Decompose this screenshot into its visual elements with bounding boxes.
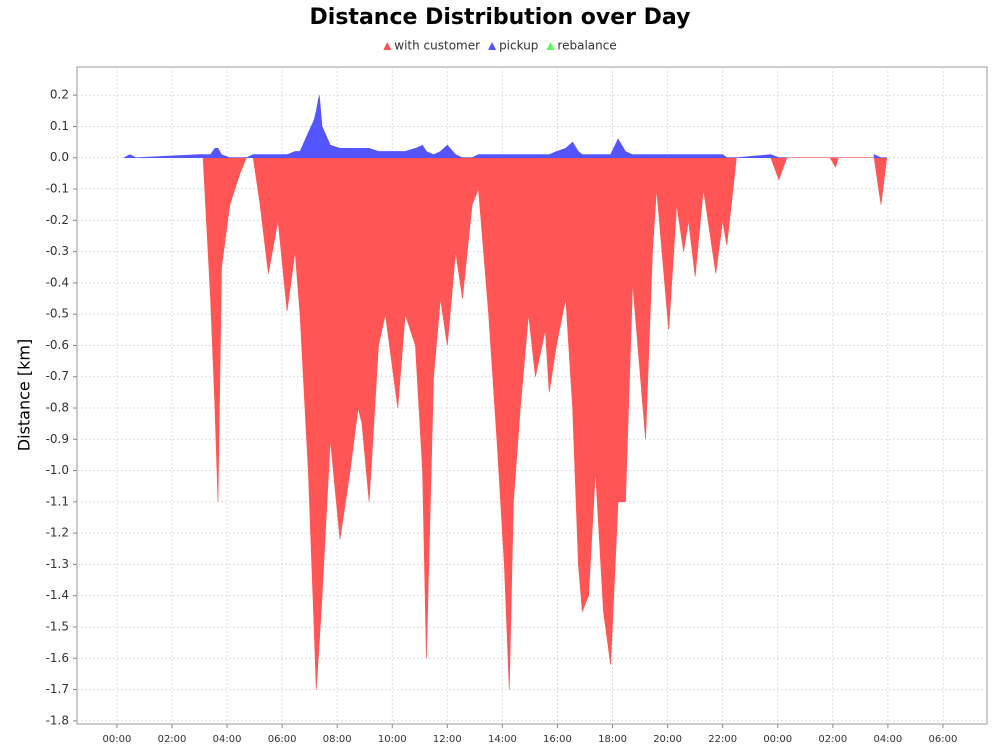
y-tick-label: -0.7 bbox=[46, 369, 69, 383]
x-tick-label: 08:00 bbox=[323, 734, 352, 745]
y-tick-label: 0.0 bbox=[50, 150, 69, 164]
x-tick-label: 02:00 bbox=[818, 734, 847, 745]
y-tick-label: -0.3 bbox=[46, 244, 69, 258]
y-tick-label: -1.6 bbox=[46, 651, 69, 665]
x-tick-label: 00:00 bbox=[763, 734, 792, 745]
y-tick-label: -1.0 bbox=[46, 463, 69, 477]
x-tick-label: 04:00 bbox=[873, 734, 902, 745]
y-tick-label: -1.1 bbox=[46, 494, 69, 508]
legend-marker bbox=[546, 42, 555, 50]
y-tick-label: -0.8 bbox=[46, 401, 69, 415]
y-tick-label: -1.5 bbox=[46, 620, 69, 634]
x-tick-label: 06:00 bbox=[268, 734, 297, 745]
y-tick-label: -0.9 bbox=[46, 432, 69, 446]
y-tick-label: -1.4 bbox=[46, 588, 69, 602]
chart-title: Distance Distribution over Day bbox=[310, 5, 691, 30]
x-tick-label: 04:00 bbox=[213, 734, 242, 745]
y-axis-label: Distance [km] bbox=[15, 339, 34, 451]
x-tick-label: 06:00 bbox=[929, 734, 958, 745]
x-tick-label: 18:00 bbox=[598, 734, 627, 745]
x-tick-label: 16:00 bbox=[543, 734, 572, 745]
x-tick-label: 20:00 bbox=[653, 734, 682, 745]
y-tick-label: -0.2 bbox=[46, 213, 69, 227]
legend-marker bbox=[488, 42, 497, 50]
legend-label: rebalance bbox=[557, 39, 616, 53]
y-tick-label: -1.3 bbox=[46, 557, 69, 571]
y-tick-label: -1.8 bbox=[46, 713, 69, 727]
legend: with customer pickup rebalance bbox=[383, 39, 617, 53]
x-tick-label: 22:00 bbox=[708, 734, 737, 745]
y-tick-label: 0.1 bbox=[50, 119, 69, 133]
area bbox=[202, 157, 888, 690]
legend-marker bbox=[383, 42, 392, 50]
legend-label: with customer bbox=[394, 39, 480, 53]
y-tick-label: -1.2 bbox=[46, 526, 69, 540]
area bbox=[123, 95, 787, 159]
y-tick-label: -0.6 bbox=[46, 338, 69, 352]
x-tick-label: 12:00 bbox=[433, 734, 462, 745]
legend-label: pickup bbox=[499, 39, 538, 53]
y-tick-label: -0.1 bbox=[46, 182, 69, 196]
x-tick-label: 10:00 bbox=[378, 734, 407, 745]
y-tick-label: -0.5 bbox=[46, 307, 69, 321]
x-tick-label: 00:00 bbox=[103, 734, 132, 745]
y-tick-label: -0.4 bbox=[46, 275, 69, 289]
x-tick-label: 02:00 bbox=[158, 734, 187, 745]
y-tick-label: -1.7 bbox=[46, 682, 69, 696]
y-tick-label: 0.2 bbox=[50, 88, 69, 102]
area bbox=[873, 154, 887, 159]
x-tick-label: 14:00 bbox=[488, 734, 517, 745]
